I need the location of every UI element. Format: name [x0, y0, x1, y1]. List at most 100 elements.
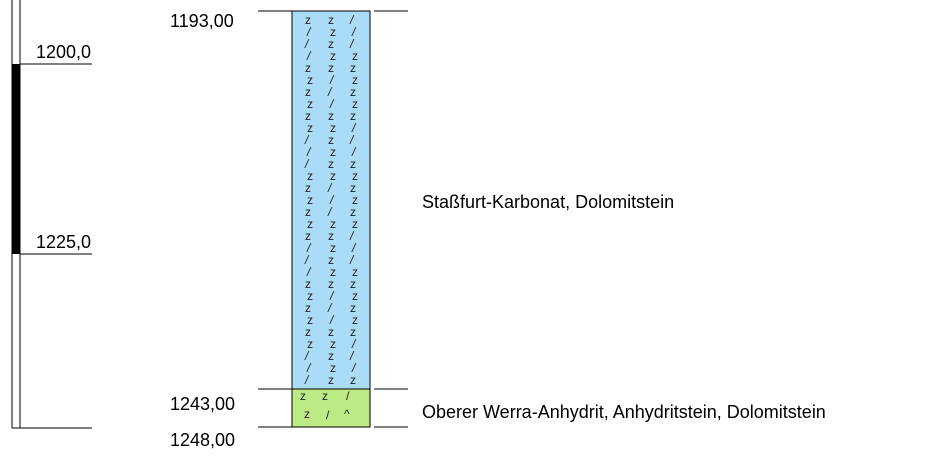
dolomite-z-glyph: z: [305, 325, 311, 339]
dolomite-z-glyph: z: [330, 217, 336, 231]
dolomite-z-glyph: z: [305, 13, 311, 27]
dolomite-z-glyph: z: [305, 181, 311, 195]
dolomite-stroke-glyph: /: [327, 181, 333, 195]
dolomite-stroke-glyph: /: [304, 133, 310, 147]
lithology-unit-oberer-werra-anhydrit: [291, 388, 371, 428]
dolomite-z-glyph: z: [305, 277, 311, 291]
dolomite-z-glyph: z: [328, 349, 334, 363]
dolomite-z-glyph: z: [352, 97, 358, 111]
boundary-depth-label: 1193,00: [170, 11, 234, 31]
lithology-pattern: z z//z//z//z zz z zz / zz / zz / zz z zz z//z//z//z zz…: [300, 13, 358, 422]
dolomite-z-glyph: z: [330, 265, 336, 279]
dolomite-z-glyph: z: [328, 13, 334, 27]
dolomite-z-glyph: z: [352, 49, 358, 63]
dolomite-stroke-glyph: /: [306, 361, 312, 375]
dolomite-z-glyph: z: [350, 109, 356, 123]
dolomite-stroke-glyph: /: [329, 289, 335, 303]
dolomite-stroke-glyph: /: [306, 265, 312, 279]
dolomite-z-glyph: z: [305, 229, 311, 243]
dolomite-stroke-glyph: /: [329, 97, 335, 111]
dolomite-stroke-glyph: /: [351, 145, 357, 159]
dolomite-z-glyph: z: [307, 169, 313, 183]
dolomite-stroke-glyph: /: [304, 349, 310, 363]
dolomite-z-glyph: z: [305, 61, 311, 75]
dolomite-z-glyph: z: [330, 49, 336, 63]
dolomite-stroke-glyph: /: [351, 337, 357, 351]
dolomite-z-glyph: z: [328, 229, 334, 243]
dolomite-stroke-glyph: /: [306, 241, 312, 255]
dolomite-z-glyph: z: [350, 277, 356, 291]
dolomite-z-glyph: /: [326, 408, 330, 422]
depth-tick-label: 1225,0: [36, 232, 91, 252]
dolomite-z-glyph: z: [352, 217, 358, 231]
dolomite-z-glyph: z: [350, 301, 356, 315]
dolomite-z-glyph: z: [350, 181, 356, 195]
dolomite-z-glyph: z: [350, 205, 356, 219]
dolomite-z-glyph: z: [330, 121, 336, 135]
depth-tick: 1225,0: [20, 232, 92, 255]
lithology-unit-stassfurt-karbonat: [291, 10, 371, 390]
dolomite-z-glyph: z: [328, 253, 334, 267]
dolomite-stroke-glyph: /: [327, 205, 333, 219]
dolomite-z-glyph: z: [328, 325, 334, 339]
cored-interval-bar: [12, 64, 20, 254]
dolomite-z-glyph: z: [307, 313, 313, 327]
dolomite-z-glyph: z: [330, 337, 336, 351]
dolomite-stroke-glyph: /: [349, 229, 355, 243]
dolomite-z-glyph: z: [328, 61, 334, 75]
dolomite-z-glyph: z: [300, 389, 306, 403]
dolomite-z-glyph: z: [322, 389, 328, 403]
dolomite-z-glyph: z: [330, 25, 336, 39]
dolomite-z-glyph: z: [305, 85, 311, 99]
dolomite-z-glyph: z: [350, 157, 356, 171]
dolomite-stroke-glyph: /: [351, 361, 357, 375]
dolomite-z-glyph: z: [352, 265, 358, 279]
dolomite-stroke-glyph: /: [329, 313, 335, 327]
dolomite-z-glyph: z: [305, 109, 311, 123]
dolomite-stroke-glyph: /: [349, 13, 355, 27]
dolomite-stroke-glyph: /: [327, 85, 333, 99]
dolomite-z-glyph: z: [328, 373, 334, 387]
dolomite-z-glyph: z: [328, 133, 334, 147]
dolomite-stroke-glyph: /: [306, 49, 312, 63]
unit-description: Oberer Werra-Anhydrit, Anhydritstein, Do…: [422, 402, 826, 422]
depth-tick-label: 1200,0: [36, 42, 91, 62]
anhydrite-glyph: ^: [344, 407, 350, 421]
boundary-depth-label: 1243,00: [170, 394, 235, 414]
dolomite-stroke-glyph: /: [349, 253, 355, 267]
dolomite-z-glyph: z: [307, 337, 313, 351]
dolomite-z-glyph: z: [328, 157, 334, 171]
dolomite-stroke-glyph: /: [304, 37, 310, 51]
dolomite-z-glyph: z: [307, 73, 313, 87]
dolomite-z-glyph: z: [307, 289, 313, 303]
dolomite-z-glyph: z: [352, 313, 358, 327]
dolomite-z-glyph: z: [307, 97, 313, 111]
dolomite-z-glyph: z: [352, 193, 358, 207]
dolomite-stroke-glyph: /: [349, 349, 355, 363]
dolomite-z-glyph: z: [352, 73, 358, 87]
dolomite-stroke-glyph: /: [304, 157, 310, 171]
dolomite-stroke-glyph: /: [306, 145, 312, 159]
dolomite-z-glyph: z: [328, 37, 334, 51]
dolomite-stroke-glyph: /: [327, 301, 333, 315]
dolomite-z-glyph: z: [307, 121, 313, 135]
dolomite-stroke-glyph: /: [306, 25, 312, 39]
dolomite-stroke-glyph: /: [351, 25, 357, 39]
dolomite-z-glyph: z: [330, 169, 336, 183]
dolomite-z-glyph: /: [346, 389, 350, 403]
dolomite-stroke-glyph: /: [349, 37, 355, 51]
boundary-marker: 1248,00: [170, 426, 408, 450]
dolomite-z-glyph: z: [307, 217, 313, 231]
dolomite-stroke-glyph: /: [304, 253, 310, 267]
dolomite-z-glyph: z: [330, 361, 336, 375]
dolomite-z-glyph: z: [330, 145, 336, 159]
dolomite-z-glyph: z: [305, 205, 311, 219]
dolomite-z-glyph: z: [350, 325, 356, 339]
boundary-marker: 1193,00: [170, 10, 408, 31]
boundary-marker: 1243,00: [170, 388, 408, 414]
dolomite-z-glyph: z: [328, 109, 334, 123]
dolomite-z-glyph: z: [304, 407, 310, 421]
dolomite-z-glyph: z: [305, 301, 311, 315]
dolomite-stroke-glyph: /: [329, 193, 335, 207]
